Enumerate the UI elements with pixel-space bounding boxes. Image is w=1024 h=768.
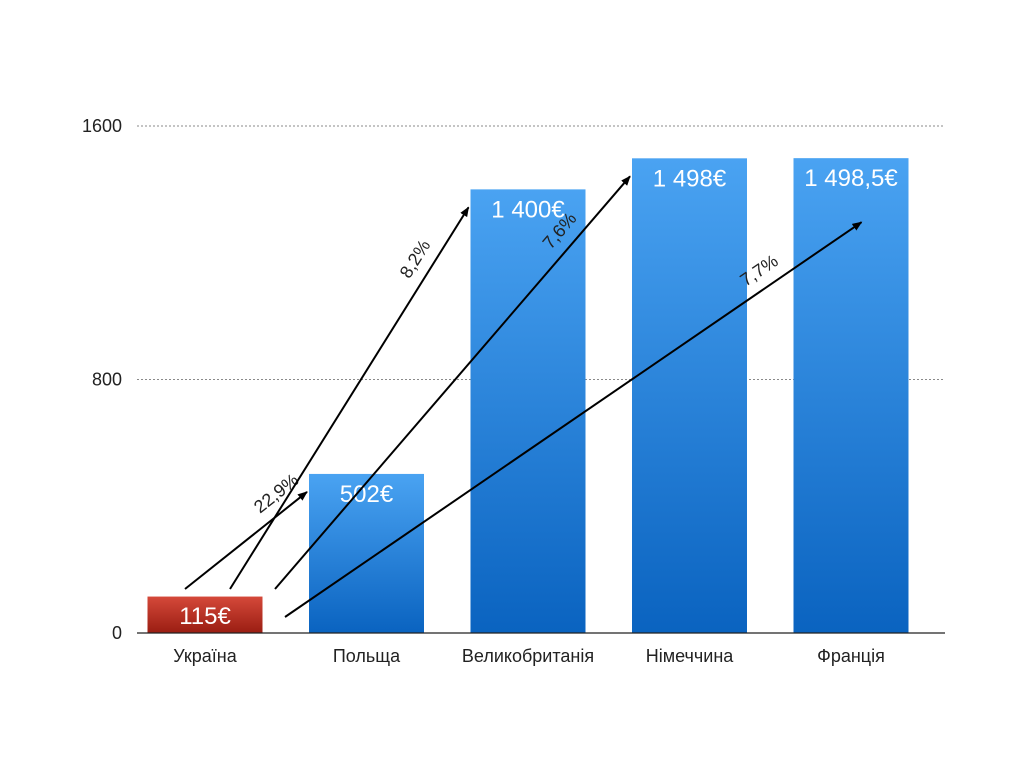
category-labels: Україна Польща Великобританія Німеччина Фран… [173,646,885,666]
category-label-2: Великобританія [462,646,594,666]
category-label-1: Польща [333,646,401,666]
category-label-4: Франція [817,646,885,666]
bars [147,158,909,634]
bar-3 [632,158,747,634]
bar-0 [147,596,263,633]
bar-1 [309,473,424,633]
y-axis-ticks: 0 800 1600 [82,116,122,643]
value-label-4: 1 498,5€ [804,165,898,192]
growth-arrow-0 [184,491,308,590]
growth-arrow-2 [274,175,631,590]
growth-arrow-3 [284,221,863,618]
growth-label-0: 22,9% [250,470,302,517]
bar-4 [793,158,909,633]
value-label-0: 115€ [179,603,231,630]
growth-label-1: 8,2% [396,236,435,281]
value-label-2: 1 400€ [491,196,565,223]
y-tick-label: 800 [92,370,122,390]
value-labels: 115€502€1 400€1 498€ 1 498,5€ [179,165,898,630]
category-label-3: Німеччина [646,646,735,666]
value-label-3: 1 498€ [653,165,727,192]
growth-arrow-1 [229,206,470,590]
category-label-0: Україна [173,646,237,666]
bar-2 [470,189,586,633]
y-tick-label: 0 [112,623,122,643]
y-tick-label: 1600 [82,116,122,136]
